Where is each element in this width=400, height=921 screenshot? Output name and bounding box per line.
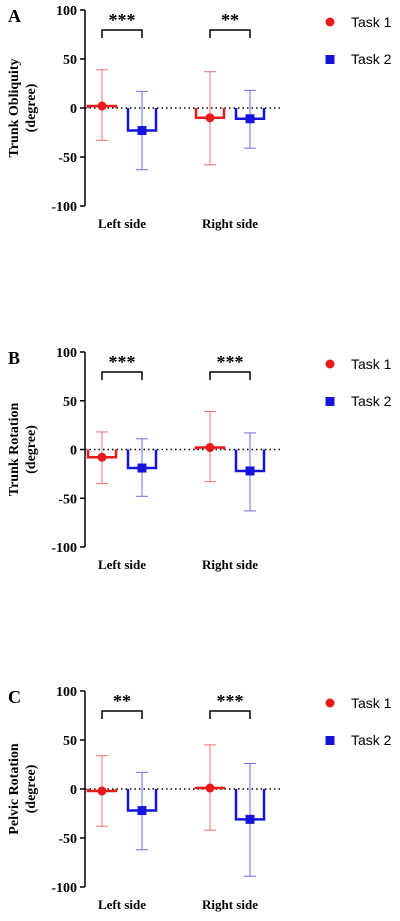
y-tick-label: -100 (51, 200, 77, 215)
y-axis-label-line: Trunk Rotation (7, 403, 22, 497)
significance-label: *** (109, 10, 136, 30)
significance-bracket (101, 710, 143, 719)
y-tick-label: -100 (51, 541, 77, 556)
y-axis-label: Trunk Rotation (degree) (7, 403, 39, 497)
panel-B: B Trunk Rotation (degree) 100 50 0 -50 -100 *** L… (7, 346, 392, 572)
y-tick-label: -50 (58, 492, 77, 507)
legend-marker-task2 (325, 55, 335, 64)
legend-label-task1: Task 1 (351, 695, 392, 711)
significance-bracket (209, 29, 251, 38)
significance-label: ** (113, 691, 131, 711)
y-tick-label: 0 (70, 102, 77, 117)
data-point (245, 814, 255, 824)
significance-bracket (101, 371, 143, 380)
x-tick-label: Right side (202, 897, 258, 912)
legend-label-task1: Task 1 (351, 356, 392, 372)
data-point (97, 101, 107, 111)
y-axis-label: Trunk Obliquity (degree) (7, 59, 39, 158)
data-point (245, 114, 255, 124)
x-tick-label: Left side (98, 216, 146, 231)
y-axis-label-line: (degree) (24, 83, 39, 132)
y-tick-label: 50 (63, 53, 77, 68)
panel-C: C Pelvic Rotation (degree) 100 50 0 -50 -100 ** L… (7, 685, 392, 912)
legend-marker-task2 (325, 397, 335, 406)
significance-label: ** (221, 10, 239, 30)
y-tick-label: 100 (56, 685, 77, 700)
legend-label-task2: Task 2 (351, 393, 392, 409)
x-tick-label: Right side (202, 557, 258, 572)
panel-letter: B (8, 348, 20, 368)
y-tick-label: -100 (51, 881, 77, 896)
y-tick-label: 100 (56, 4, 77, 19)
y-tick-label: 0 (70, 783, 77, 798)
y-tick-label: -50 (58, 151, 77, 166)
data-point (137, 126, 147, 136)
legend-label-task2: Task 2 (351, 732, 392, 748)
legend-label-task1: Task 1 (351, 14, 392, 30)
y-axis-label-line: (degree) (24, 764, 39, 813)
data-point (205, 443, 215, 453)
panel-letter: C (8, 687, 21, 707)
y-tick-label: -50 (58, 832, 77, 847)
y-axis-label: Pelvic Rotation (degree) (7, 743, 39, 835)
data-point (205, 783, 215, 793)
panel-letter: A (8, 6, 21, 26)
data-point (137, 806, 147, 816)
significance-label: *** (109, 352, 136, 372)
y-tick-label: 50 (63, 734, 77, 749)
legend-label-task2: Task 2 (351, 51, 392, 67)
significance-label: *** (217, 691, 244, 711)
y-tick-label: 50 (63, 395, 77, 410)
significance-bracket (209, 710, 251, 719)
x-tick-label: Right side (202, 216, 258, 231)
y-axis-label-line: (degree) (24, 425, 39, 474)
data-point (205, 113, 215, 123)
legend-marker-task1 (325, 698, 335, 708)
y-tick-label: 0 (70, 444, 77, 459)
legend-marker-task2 (325, 736, 335, 745)
significance-bracket (209, 371, 251, 380)
data-point (137, 463, 147, 473)
legend-marker-task1 (325, 359, 335, 369)
data-point (97, 452, 107, 462)
y-tick-label: 100 (56, 346, 77, 361)
legend-marker-task1 (325, 17, 335, 27)
significance-bracket (101, 29, 143, 38)
x-tick-label: Left side (98, 897, 146, 912)
x-tick-label: Left side (98, 557, 146, 572)
y-axis-label-line: Pelvic Rotation (7, 743, 22, 835)
data-point (97, 786, 107, 796)
y-axis-label-line: Trunk Obliquity (7, 59, 22, 158)
data-point (245, 466, 255, 476)
significance-label: *** (217, 352, 244, 372)
